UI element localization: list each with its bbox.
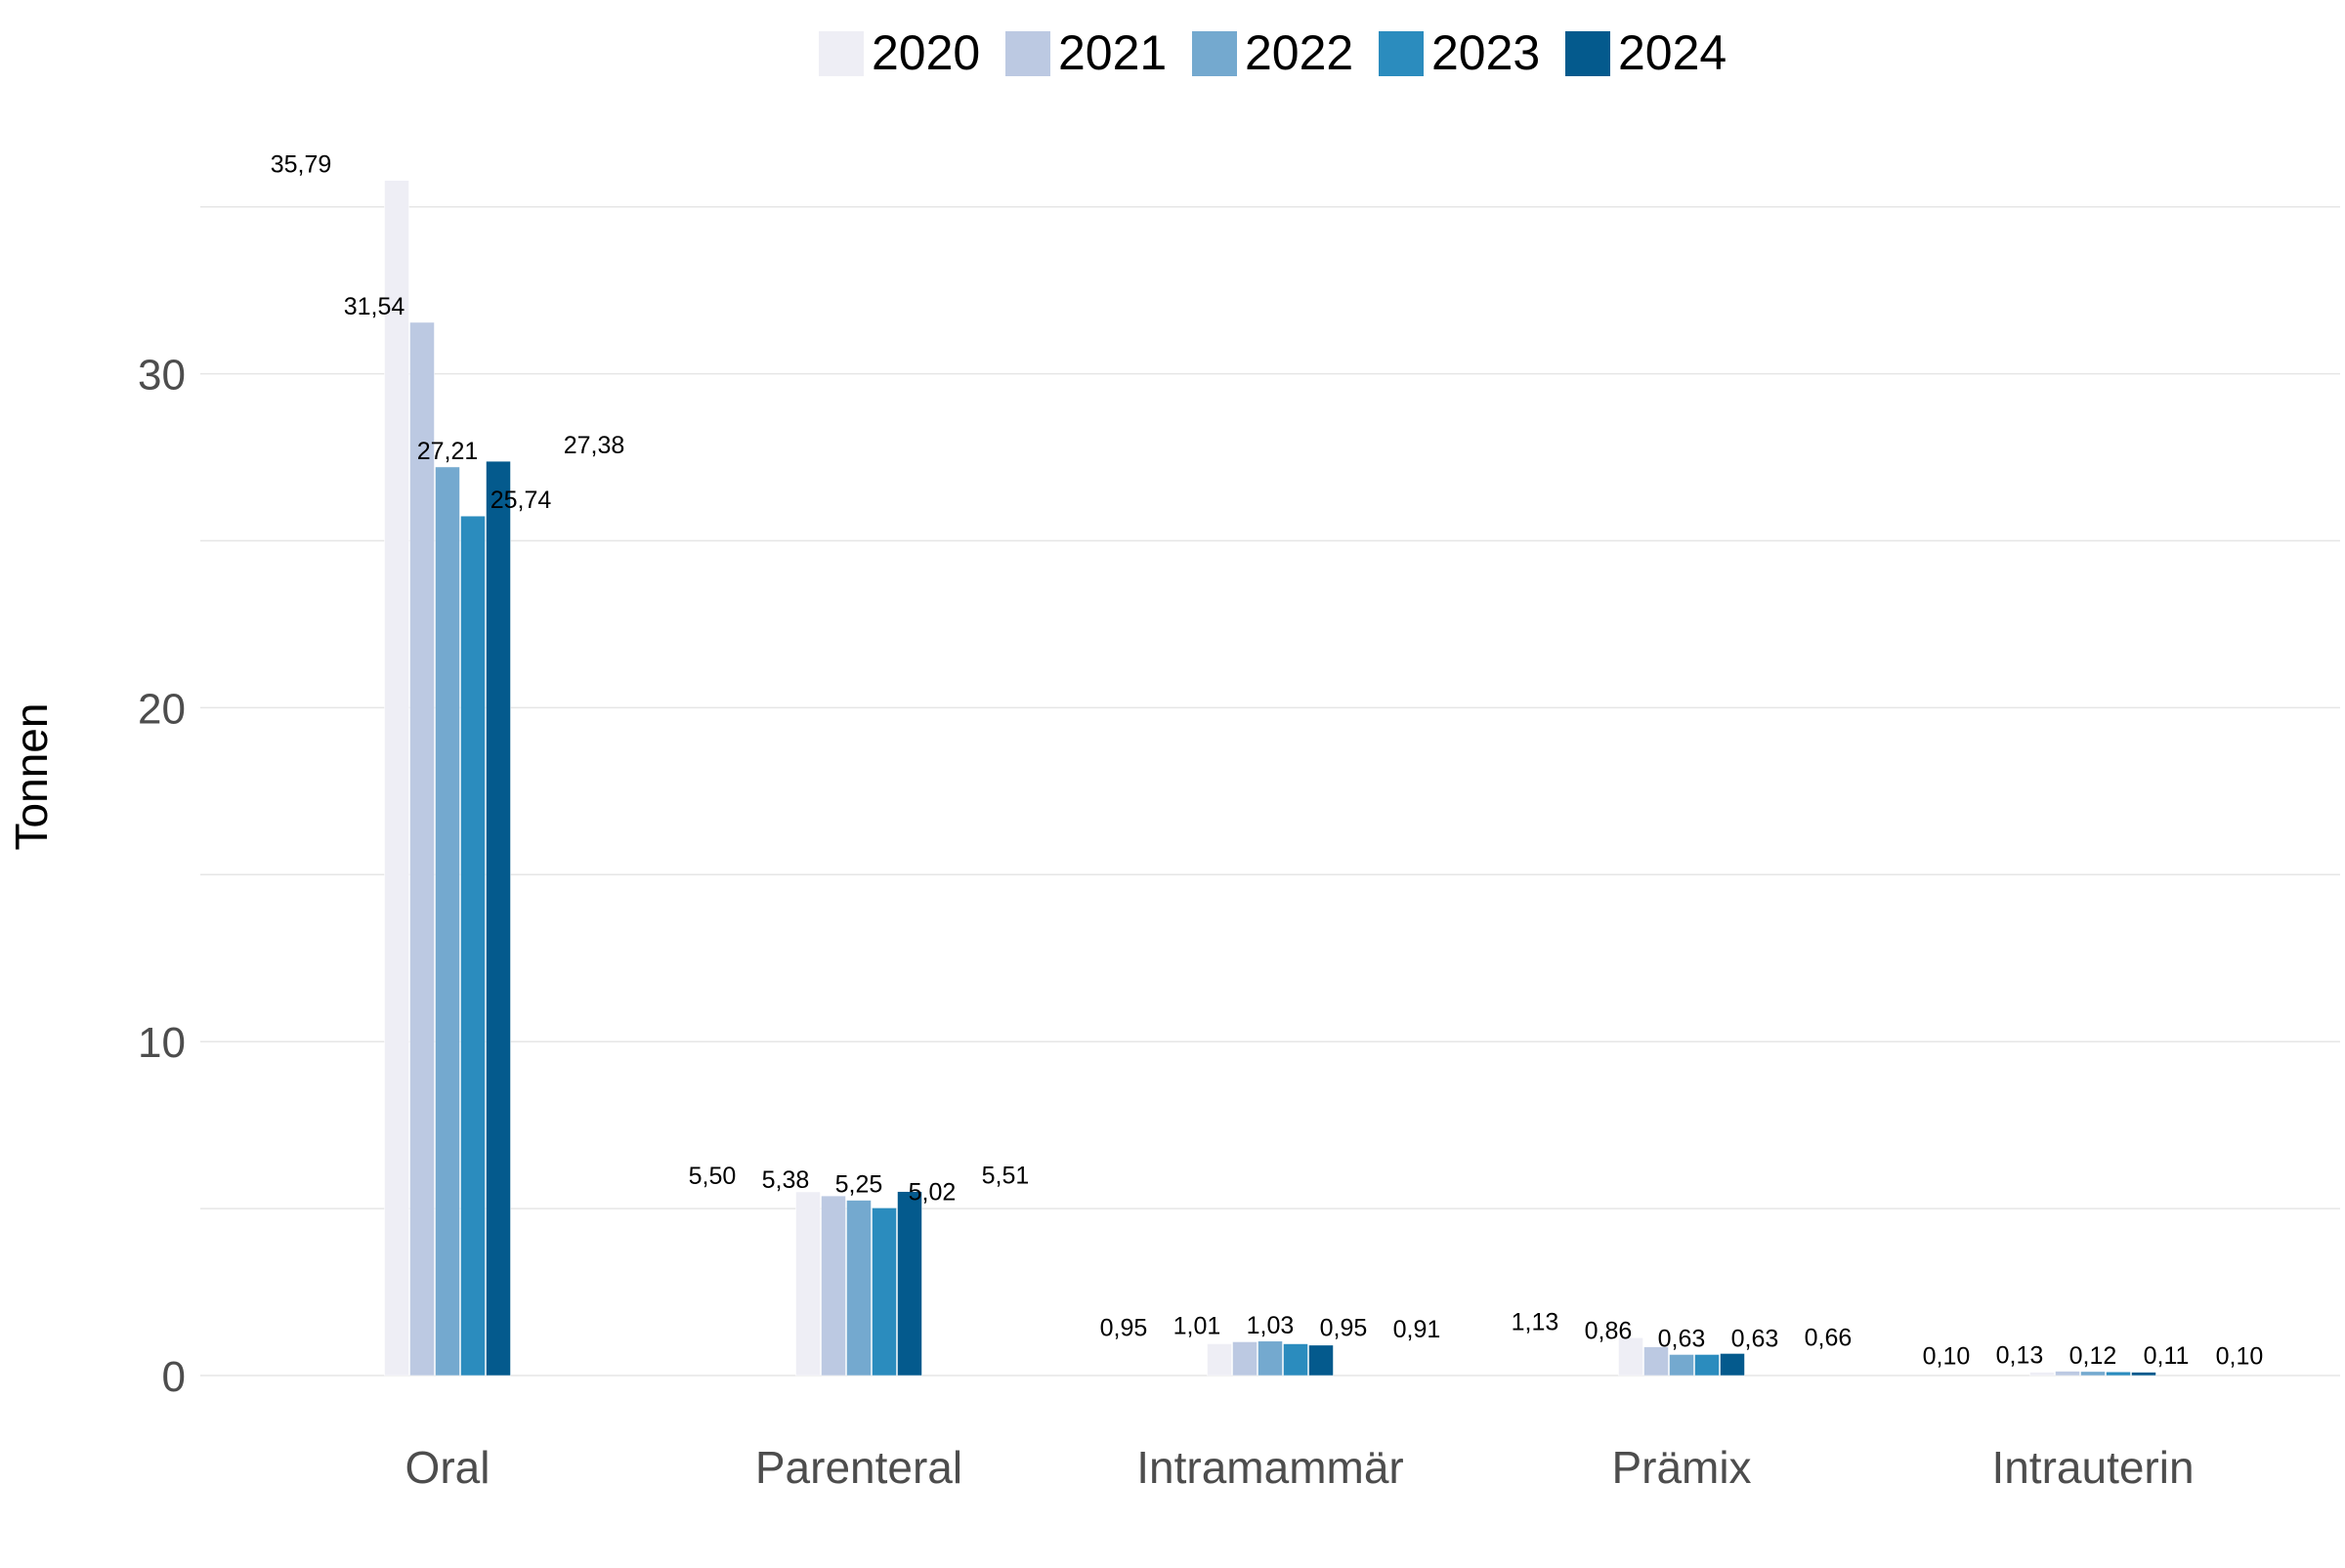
bar-2023-intramammär (1283, 1343, 1308, 1377)
bar-2023-prämix (1694, 1354, 1720, 1377)
data-label: 0,66 (1805, 1324, 1853, 1351)
bar-2021-prämix (1643, 1346, 1669, 1377)
data-label: 27,21 (417, 438, 479, 465)
bar-2023-oral (460, 515, 486, 1377)
data-label: 5,51 (982, 1163, 1030, 1190)
legend-label: 2023 (1431, 25, 1540, 80)
legend-swatch-2020 (819, 31, 864, 76)
data-label: 0,11 (2144, 1342, 2190, 1370)
data-label: 0,10 (1923, 1343, 1971, 1371)
legend-swatch-2021 (1005, 31, 1050, 76)
data-label: 27,38 (564, 432, 625, 459)
bar-2022-oral (435, 466, 460, 1377)
y-axis-title: Tonnen (6, 703, 57, 851)
bar-2021-intramammär (1232, 1341, 1258, 1377)
bar-2021-intrauterin (2055, 1371, 2080, 1377)
x-tick-label: Oral (405, 1442, 490, 1493)
legend-label: 2021 (1058, 25, 1167, 80)
legend-label: 2022 (1245, 25, 1353, 80)
bar-2022-parenteral (846, 1200, 872, 1377)
y-axis: 0 10 20 30 (138, 352, 186, 1401)
legend-label: 2020 (872, 25, 980, 80)
bar-2023-intrauterin (2106, 1371, 2131, 1377)
data-label: 5,38 (762, 1166, 810, 1194)
bar-2024-intrauterin (2131, 1372, 2156, 1377)
data-labels-layer: 35,79 31,54 27,21 25,74 27,38 5,50 5,38 5,25 5,0… (271, 151, 2264, 1371)
bar-2020-intrauterin (2029, 1372, 2055, 1377)
y-tick-label: 20 (138, 685, 186, 733)
bar-2021-parenteral (821, 1195, 846, 1377)
legend: 2020 2021 2022 2023 2024 (819, 25, 1727, 80)
data-label: 0,63 (1731, 1325, 1779, 1352)
bar-2022-intrauterin (2080, 1371, 2106, 1377)
bars-layer (384, 180, 2156, 1377)
bar-2020-parenteral (795, 1191, 821, 1377)
data-label: 35,79 (271, 151, 332, 179)
data-label: 0,86 (1585, 1318, 1633, 1345)
data-label: 0,91 (1393, 1316, 1441, 1343)
data-label: 31,54 (344, 293, 405, 320)
data-label: 25,74 (490, 487, 552, 514)
bar-2020-oral (384, 180, 409, 1377)
data-label: 1,13 (1512, 1308, 1559, 1335)
bar-2022-intramammär (1258, 1340, 1283, 1377)
y-tick-label: 30 (138, 352, 186, 400)
bar-2024-oral (486, 460, 511, 1377)
legend-swatch-2023 (1379, 31, 1424, 76)
x-tick-label: Intramammär (1136, 1442, 1403, 1493)
legend-swatch-2024 (1565, 31, 1610, 76)
x-axis: Oral Parenteral Intramammär Prämix Intrauter… (405, 1442, 2195, 1493)
data-label: 1,01 (1173, 1312, 1221, 1339)
bar-2020-intramammär (1207, 1343, 1232, 1377)
bar-2024-parenteral (897, 1191, 922, 1377)
bar-2021-oral (409, 321, 435, 1377)
x-tick-label: Prämix (1611, 1442, 1751, 1493)
bar-2024-prämix (1720, 1353, 1745, 1377)
data-label: 5,02 (909, 1178, 957, 1206)
data-label: 0,63 (1658, 1325, 1706, 1352)
data-label: 0,10 (2216, 1343, 2264, 1371)
data-label: 0,95 (1320, 1315, 1368, 1342)
bar-2020-prämix (1618, 1337, 1643, 1377)
data-label: 0,13 (1996, 1342, 2044, 1370)
grid-layer (200, 205, 2340, 1377)
bar-2024-intramammär (1308, 1344, 1334, 1377)
bar-2023-parenteral (872, 1208, 897, 1377)
legend-label: 2024 (1618, 25, 1727, 80)
data-label: 5,25 (835, 1171, 883, 1199)
data-label: 5,50 (689, 1163, 737, 1190)
bar-2022-prämix (1669, 1354, 1694, 1377)
data-label: 1,03 (1247, 1312, 1295, 1339)
y-tick-label: 0 (162, 1353, 186, 1401)
x-tick-label: Intrauterin (1991, 1442, 2194, 1493)
x-tick-label: Parenteral (755, 1442, 962, 1493)
legend-swatch-2022 (1192, 31, 1237, 76)
data-label: 0,95 (1100, 1315, 1148, 1342)
data-label: 0,12 (2069, 1342, 2117, 1370)
y-tick-label: 10 (138, 1019, 186, 1067)
